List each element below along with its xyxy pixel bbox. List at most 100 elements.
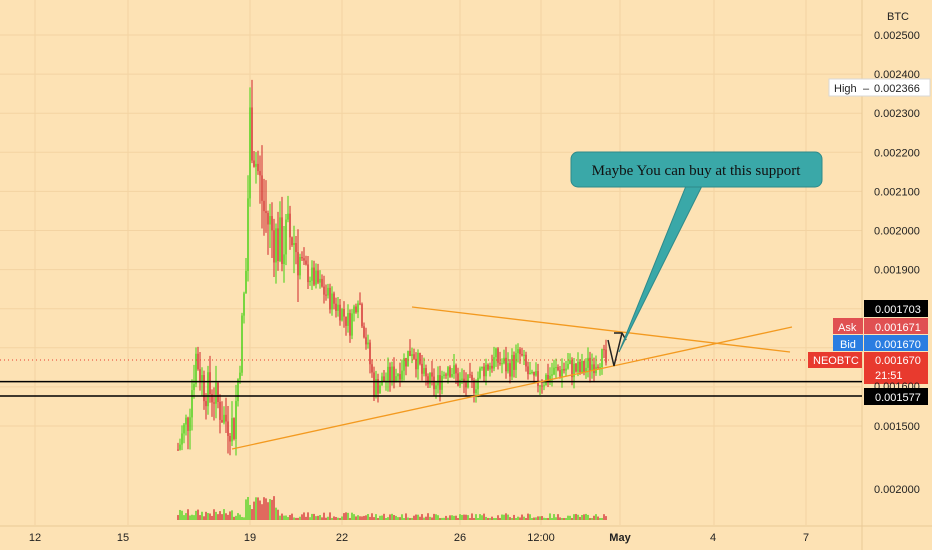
candle-body (573, 363, 575, 378)
volume-bar (247, 496, 249, 520)
candle-body (235, 401, 237, 439)
candle-body (463, 378, 465, 383)
volume-bar (525, 518, 527, 520)
volume-bar (279, 515, 281, 520)
candle-body (279, 217, 281, 261)
candle-body (183, 424, 185, 434)
volume-bar (565, 518, 567, 520)
candle-body (301, 257, 303, 259)
volume-bar (451, 515, 453, 520)
candle-body (535, 371, 537, 376)
y-tick-label: 0.002500 (874, 30, 920, 42)
volume-bar (383, 513, 385, 520)
volume-bar (561, 518, 563, 520)
volume-bar (461, 514, 463, 520)
volume-bar (343, 513, 345, 520)
candle-body (539, 385, 541, 387)
candle-body (215, 382, 217, 404)
volume-bar (323, 512, 325, 520)
volume-bar (581, 514, 583, 520)
candle-body (341, 309, 343, 321)
volume-bar (321, 517, 323, 520)
candle-body (335, 303, 337, 311)
volume-bar (557, 514, 559, 520)
candle-body (345, 316, 347, 326)
candle-body (305, 260, 307, 265)
candle-body (293, 243, 295, 246)
candle-body (357, 303, 359, 313)
candle-body (259, 171, 261, 176)
volume-bar (491, 516, 493, 520)
volume-bar (427, 513, 429, 520)
candle-body (347, 313, 349, 326)
bid-tag-label: Bid (840, 339, 856, 351)
volume-bar (517, 516, 519, 520)
volume-bar (411, 517, 413, 520)
volume-bar (395, 515, 397, 520)
candle-body (383, 376, 385, 382)
candle-body (251, 107, 253, 161)
candle-body (529, 372, 531, 375)
candle-body (207, 372, 209, 407)
candle-body (237, 379, 239, 402)
x-tick-label: 15 (117, 532, 129, 544)
candle-body (501, 363, 503, 365)
candle-body (563, 368, 565, 371)
volume-bar (531, 518, 533, 520)
candle-body (273, 230, 275, 263)
candle-body (311, 267, 313, 281)
volume-bar (385, 518, 387, 520)
candle-body (225, 414, 227, 422)
y-tick-label: 0.002400 (874, 69, 920, 81)
volume-bar (255, 497, 257, 520)
candle-body (205, 401, 207, 407)
volume-bar (193, 515, 195, 520)
candle-body (371, 364, 373, 373)
support-tag-value: 0.001577 (875, 392, 921, 404)
volume-bar (335, 516, 337, 520)
volume-bar (519, 517, 521, 520)
candle-body (541, 385, 543, 387)
volume-bar (521, 514, 523, 520)
candle-body (267, 213, 269, 225)
volume-bar (423, 517, 425, 520)
volume-bar (421, 514, 423, 520)
volume-bar (295, 517, 297, 520)
volume-bar (485, 516, 487, 520)
volume-bar (447, 517, 449, 520)
candle-body (295, 243, 297, 253)
volume-bar (539, 516, 541, 520)
volume-bar (355, 516, 357, 520)
volume-bar (313, 513, 315, 520)
volume-bar (587, 514, 589, 520)
currency-label: BTC (887, 11, 909, 23)
candle-body (447, 367, 449, 376)
bid-tag-value: 0.001670 (875, 339, 921, 351)
volume-bar (305, 516, 307, 520)
candle-body (361, 304, 363, 327)
candle-body (557, 367, 559, 371)
volume-bar (509, 517, 511, 520)
candle-body (255, 163, 257, 167)
candle-body (349, 313, 351, 336)
candle-body (449, 367, 451, 377)
volume-bar (501, 514, 503, 520)
candle-body (289, 213, 291, 238)
candle-body (441, 375, 443, 390)
volume-bar (297, 517, 299, 520)
volume-bar (549, 513, 551, 520)
candle-body (439, 375, 441, 390)
volume-bar (317, 515, 319, 520)
volume-bar (181, 510, 183, 520)
x-tick-label: 7 (803, 532, 809, 544)
x-tick-label: 22 (336, 532, 348, 544)
drawings (0, 306, 862, 450)
volume-bar (479, 514, 481, 520)
candle-body (407, 350, 409, 367)
volume-bar (229, 511, 231, 520)
annotation-callout: Maybe You can buy at this support (570, 151, 823, 353)
candle-body (593, 364, 595, 374)
volume-bar (591, 518, 593, 520)
volume-bar (211, 515, 213, 520)
volume-bar (431, 517, 433, 520)
